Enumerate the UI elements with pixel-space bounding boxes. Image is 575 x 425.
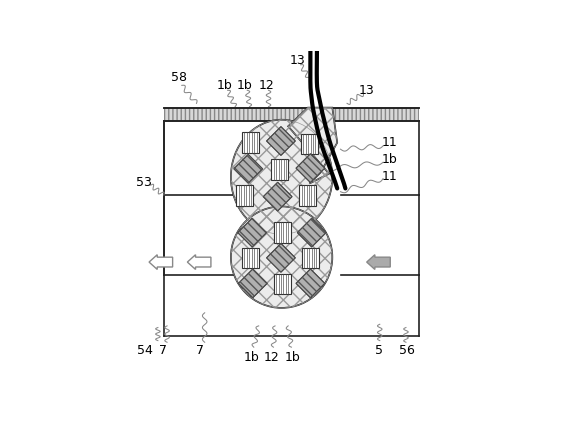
FancyArrow shape bbox=[149, 255, 172, 269]
FancyArrow shape bbox=[187, 255, 211, 269]
Text: 1b: 1b bbox=[237, 79, 252, 92]
Polygon shape bbox=[288, 108, 337, 184]
Text: 12: 12 bbox=[259, 79, 275, 92]
Text: 1b: 1b bbox=[244, 351, 259, 365]
Ellipse shape bbox=[231, 120, 332, 234]
Text: 1b: 1b bbox=[382, 153, 397, 166]
Text: 7: 7 bbox=[159, 344, 167, 357]
Bar bbox=[274, 274, 291, 294]
Text: 13: 13 bbox=[359, 85, 374, 97]
Text: 5: 5 bbox=[375, 344, 383, 357]
Bar bbox=[164, 108, 419, 122]
Bar bbox=[299, 185, 316, 206]
Bar bbox=[242, 248, 259, 268]
Polygon shape bbox=[263, 182, 292, 211]
Polygon shape bbox=[267, 244, 296, 272]
Bar bbox=[301, 134, 318, 154]
Text: 1b: 1b bbox=[284, 351, 300, 365]
Polygon shape bbox=[237, 218, 267, 247]
Ellipse shape bbox=[231, 207, 332, 308]
Bar bbox=[242, 133, 259, 153]
Polygon shape bbox=[297, 218, 326, 247]
Bar bbox=[274, 222, 291, 243]
Polygon shape bbox=[267, 127, 296, 156]
Text: 13: 13 bbox=[290, 54, 306, 67]
Text: 11: 11 bbox=[382, 170, 397, 182]
Text: 54: 54 bbox=[137, 344, 153, 357]
Polygon shape bbox=[234, 154, 263, 183]
Text: 7: 7 bbox=[196, 344, 204, 357]
Polygon shape bbox=[239, 269, 267, 298]
Bar bbox=[271, 159, 289, 180]
Text: 11: 11 bbox=[382, 136, 397, 149]
Bar bbox=[236, 185, 254, 206]
Polygon shape bbox=[296, 154, 325, 183]
FancyArrow shape bbox=[367, 255, 390, 269]
Text: 1b: 1b bbox=[216, 79, 232, 92]
Text: 56: 56 bbox=[398, 344, 415, 357]
Text: 58: 58 bbox=[171, 71, 186, 84]
Text: 53: 53 bbox=[136, 176, 151, 189]
Bar bbox=[302, 248, 319, 268]
Polygon shape bbox=[296, 269, 325, 298]
Text: 12: 12 bbox=[264, 351, 279, 365]
